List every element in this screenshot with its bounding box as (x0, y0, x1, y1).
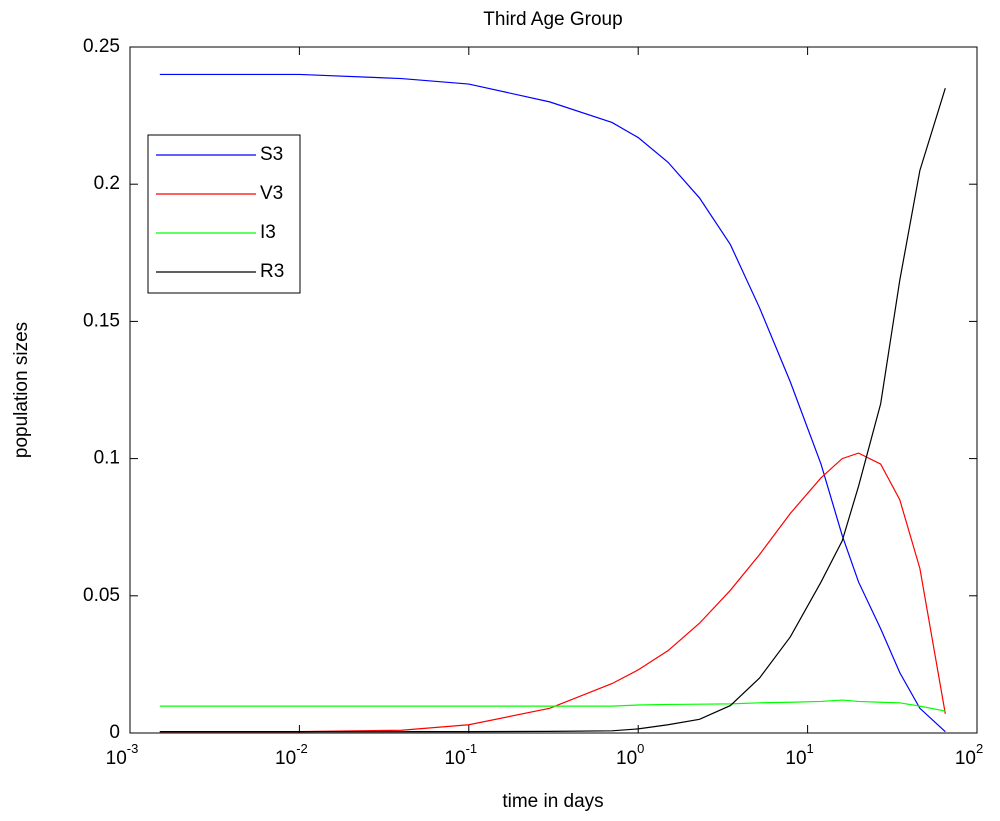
y-tick-label: 0.1 (94, 448, 120, 469)
legend-label: V3 (260, 183, 283, 204)
series-line (159, 87, 946, 733)
plot-frame (129, 46, 978, 734)
y-tick-label: 0.25 (83, 36, 120, 57)
y-tick-label: 0.15 (83, 310, 120, 331)
x-tick-exponent: 0 (637, 741, 644, 756)
x-tick-base: 10 (785, 748, 806, 769)
x-tick-exponent: -1 (466, 741, 478, 756)
x-tick-exponent: 1 (807, 741, 814, 756)
y-tick-label: 0 (109, 722, 120, 743)
x-tick-label: 10-3 (106, 741, 139, 769)
series-line (159, 699, 946, 712)
x-tick-base: 10 (955, 748, 976, 769)
x-tick-label: 10-1 (444, 741, 477, 769)
y-tick-label: 0.05 (83, 585, 120, 606)
legend-label: R3 (260, 261, 284, 282)
x-tick-label: 101 (785, 741, 813, 769)
x-tick-label: 100 (616, 741, 644, 769)
series-line (159, 73, 946, 733)
x-axis-label: time in days (502, 791, 603, 812)
x-tick-base: 10 (444, 748, 465, 769)
series-line (159, 452, 946, 733)
x-tick-base: 10 (616, 748, 637, 769)
legend-label: I3 (260, 222, 276, 243)
x-tick-exponent: 2 (976, 741, 983, 756)
legend-box (147, 134, 301, 294)
x-tick-label: 10-2 (275, 741, 308, 769)
x-tick-base: 10 (106, 748, 127, 769)
x-tick-base: 10 (275, 748, 296, 769)
x-tick-exponent: -2 (296, 741, 308, 756)
y-axis-label: population sizes (11, 322, 32, 458)
x-tick-exponent: -3 (127, 741, 139, 756)
y-tick-label: 0.2 (94, 173, 120, 194)
x-tick-label: 102 (955, 741, 983, 769)
legend-label: S3 (260, 144, 283, 165)
chart-title: Third Age Group (483, 9, 622, 30)
